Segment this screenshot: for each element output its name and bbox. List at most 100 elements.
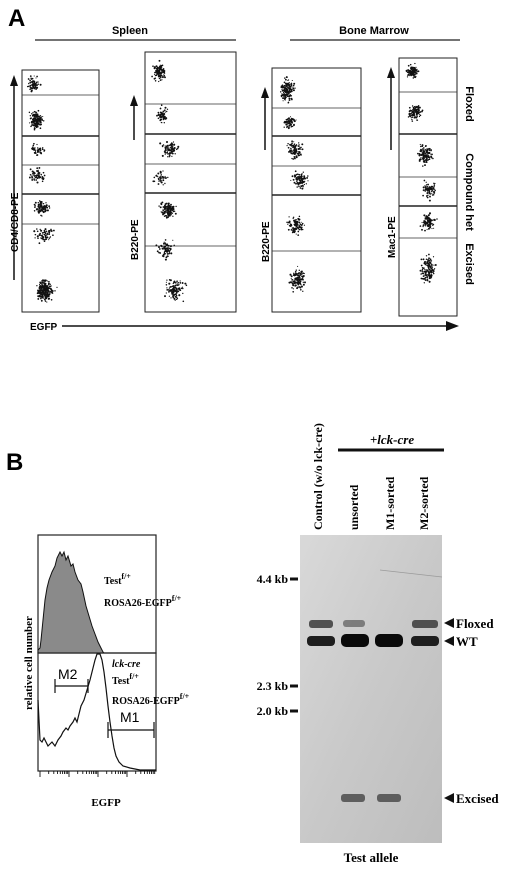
- event-dot: [173, 149, 176, 152]
- event-dot: [43, 294, 45, 297]
- event-dot: [412, 110, 414, 112]
- y-axis-arrow-1: [10, 75, 18, 280]
- event-dot: [159, 79, 162, 81]
- event-dot: [286, 127, 288, 129]
- event-dot: [165, 249, 168, 252]
- event-dot: [419, 143, 421, 146]
- event-dot: [424, 188, 427, 190]
- event-dot: [29, 173, 32, 176]
- event-dot: [427, 194, 429, 196]
- event-dot: [48, 237, 51, 239]
- event-dot: [173, 244, 175, 247]
- event-dot: [39, 281, 42, 284]
- x-axis-arrow: [62, 321, 459, 331]
- event-dot: [418, 115, 421, 118]
- event-dot: [432, 269, 435, 272]
- event-dot: [163, 74, 166, 77]
- event-dot: [38, 147, 41, 150]
- event-dot: [288, 92, 290, 94]
- event-dot: [48, 205, 50, 207]
- event-dot: [159, 177, 162, 180]
- event-dot: [160, 174, 163, 176]
- event-dot: [161, 79, 163, 81]
- event-dot: [172, 210, 175, 213]
- event-dot: [298, 176, 301, 178]
- histogram-top-curve: [37, 550, 106, 654]
- event-dot: [422, 258, 425, 261]
- event-dot: [32, 122, 34, 124]
- event-dot: [424, 145, 427, 147]
- event-dot: [40, 297, 42, 300]
- event-dot: [417, 111, 419, 113]
- event-dot: [301, 184, 304, 187]
- event-dot: [44, 231, 46, 234]
- event-dot: [286, 92, 288, 94]
- event-dot: [297, 230, 300, 233]
- event-dot: [432, 223, 435, 226]
- event-dot: [290, 149, 293, 151]
- event-dot: [168, 287, 170, 289]
- event-dot: [422, 156, 425, 159]
- event-dot: [157, 69, 160, 71]
- event-dot: [287, 223, 289, 225]
- event-dot: [48, 233, 51, 236]
- event-dot: [430, 276, 433, 278]
- event-dot: [158, 248, 161, 250]
- event-dot: [290, 145, 293, 147]
- event-dot: [164, 149, 167, 152]
- event-dot: [431, 264, 433, 266]
- event-dot: [413, 115, 416, 117]
- event-dot: [162, 208, 164, 210]
- event-dot: [48, 239, 50, 241]
- event-dot: [294, 170, 297, 173]
- arrow-wt: [444, 636, 454, 646]
- event-dot: [411, 70, 413, 72]
- event-dot: [294, 284, 297, 287]
- event-dot: [307, 180, 309, 182]
- event-dot: [295, 180, 298, 182]
- event-dot: [180, 287, 183, 290]
- event-dot: [291, 86, 293, 88]
- event-dot: [300, 182, 302, 184]
- event-dot: [37, 205, 40, 207]
- dot-plot-bm-b220: [271, 67, 362, 313]
- event-dot: [36, 150, 40, 153]
- event-dot: [296, 148, 298, 150]
- marker-2-0-kb: 2.0 kb: [257, 704, 289, 718]
- event-dot: [164, 111, 167, 113]
- event-dot: [37, 237, 39, 240]
- event-dot: [42, 171, 45, 174]
- event-dot: [426, 217, 428, 220]
- event-dot: [42, 285, 44, 288]
- event-dot: [281, 84, 284, 87]
- event-dot: [423, 267, 425, 269]
- event-dot: [429, 222, 432, 224]
- event-dot: [170, 148, 173, 151]
- event-dot: [283, 84, 286, 87]
- event-dot: [433, 268, 436, 270]
- event-dot: [426, 187, 429, 190]
- event-dot: [42, 233, 44, 235]
- event-dot: [288, 122, 291, 125]
- event-dot: [159, 115, 161, 118]
- event-dot: [425, 150, 428, 153]
- event-dot: [407, 71, 410, 74]
- event-dot: [288, 216, 290, 218]
- event-dot: [431, 265, 433, 267]
- event-dot: [33, 142, 35, 145]
- event-dot: [167, 216, 169, 219]
- event-dot: [412, 107, 415, 109]
- event-dot: [297, 227, 300, 230]
- event-dot: [44, 279, 46, 282]
- event-dot: [169, 149, 172, 151]
- event-dot: [292, 146, 294, 148]
- event-dot: [172, 290, 174, 293]
- event-dot: [289, 273, 292, 276]
- lane-label-m2-sorted: M2-sorted: [417, 476, 431, 530]
- event-dot: [415, 72, 418, 75]
- event-dot: [153, 73, 156, 75]
- event-dot: [421, 270, 424, 272]
- event-dot: [175, 291, 178, 294]
- hist-top-test: Testf/+: [104, 572, 131, 587]
